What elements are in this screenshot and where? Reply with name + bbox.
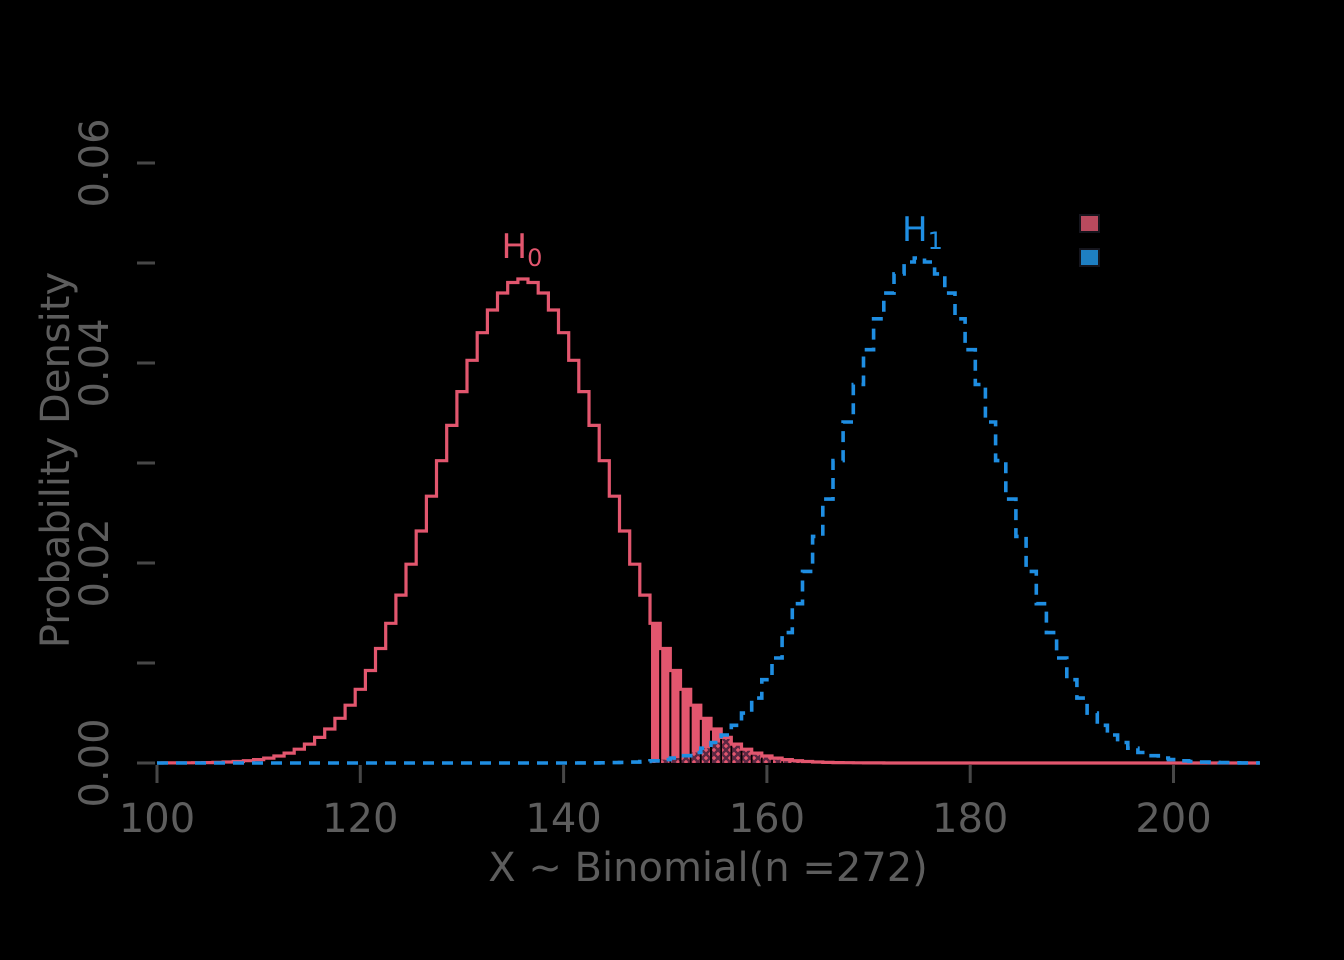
overlap-bar <box>772 758 782 763</box>
legend <box>1079 214 1100 267</box>
x-tick-label: 160 <box>729 796 805 842</box>
overlap-bar <box>762 755 771 763</box>
alpha-bar <box>701 718 710 763</box>
x-tick-label: 100 <box>119 796 195 842</box>
overlap-bar <box>671 757 680 763</box>
legend-swatch-h1 <box>1079 248 1100 267</box>
legend-swatch-h0 <box>1079 214 1100 233</box>
overlap-bar <box>742 749 751 763</box>
overlap-bar <box>752 753 761 763</box>
rejection-region-bars <box>651 623 832 763</box>
alpha-bar <box>651 623 660 763</box>
y-tick-label: 0.02 <box>72 518 118 607</box>
h0-pmf-curve <box>157 277 1260 765</box>
axis-ticks: 100 120 140 160 180 200 0.00 0.02 0.04 0.06 <box>72 118 1212 842</box>
y-tick-label: 0.04 <box>72 318 118 407</box>
h0-label-main: H <box>501 227 528 267</box>
overlap-bar <box>661 759 670 763</box>
x-axis-label: X ~ Binomial(n =272) <box>488 845 928 891</box>
x-tick-label: 200 <box>1135 796 1211 842</box>
overlap-bar <box>732 744 741 763</box>
x-tick-label: 120 <box>322 796 398 842</box>
h0-curve-label: H0 <box>501 227 542 270</box>
y-tick-label: 0.00 <box>72 718 118 807</box>
alpha-bar <box>661 648 670 763</box>
overlap-bar <box>722 737 731 763</box>
alpha-bar <box>671 670 680 763</box>
overlap-bar <box>783 759 792 763</box>
overlap-bar <box>681 755 690 763</box>
h0-label-sub: 0 <box>527 243 543 272</box>
y-tick-label: 0.06 <box>72 118 118 207</box>
alpha-bar <box>691 705 700 763</box>
h1-pmf-curve <box>157 256 1260 765</box>
overlap-bar <box>712 742 721 763</box>
h1-label-main: H <box>901 210 928 250</box>
y-axis-label: Probability Density <box>33 271 79 649</box>
overlap-bar <box>691 752 700 763</box>
x-tick-label: 140 <box>525 796 601 842</box>
x-tick-label: 180 <box>932 796 1008 842</box>
overlap-bar <box>701 748 710 763</box>
alpha-bar <box>681 689 690 763</box>
h1-label-sub: 1 <box>927 226 943 255</box>
h1-curve-label: H1 <box>901 210 943 253</box>
